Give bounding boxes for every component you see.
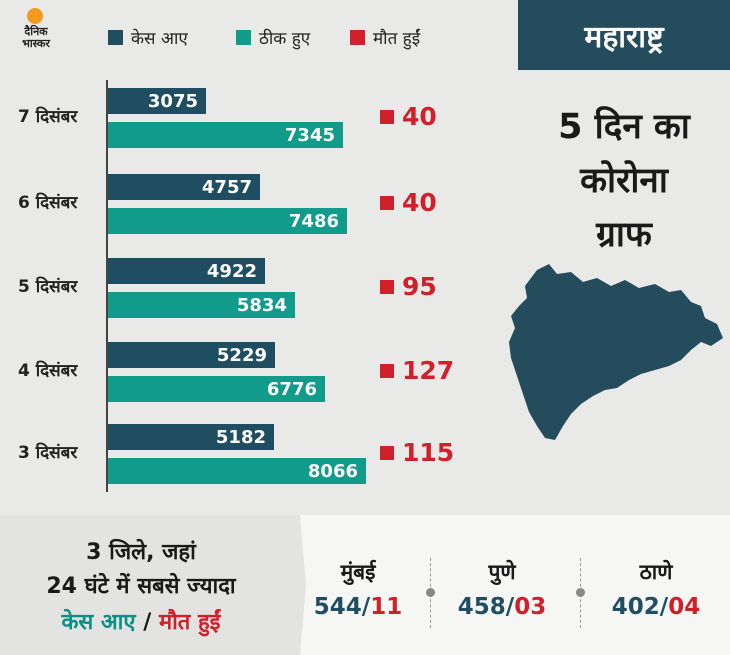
bottom-heading-sep: / [135, 610, 159, 635]
legend-recovered-label: ठीक हुए [259, 29, 311, 49]
city-name: ठाणे [639, 560, 673, 584]
city-cases: 402 [611, 594, 660, 620]
city-cases: 458 [457, 594, 506, 620]
bottom-heading-line-3: केस आए / मौत हुईं [0, 606, 282, 636]
city-deaths: 11 [370, 594, 403, 620]
legend-cases-label: केस आए [131, 29, 188, 49]
legend-cases: केस आए [108, 26, 188, 49]
legend-recovered-swatch [236, 30, 251, 45]
city-mumbai: मुंबई 544/11 [288, 558, 428, 620]
panel-title-line-2: कोरोना [580, 161, 668, 201]
maharashtra-map-icon [509, 264, 723, 440]
city-pune: पुणे 458/03 [432, 558, 572, 620]
legend-deaths-swatch [350, 30, 365, 45]
city-name: पुणे [488, 560, 516, 584]
logo-sun-icon [27, 8, 43, 24]
deaths-square-icon [380, 363, 394, 378]
date-label: 6 दिसंबर [18, 193, 78, 213]
city-value: 458/03 [457, 594, 547, 620]
date-label: 7 दिसंबर [18, 107, 78, 127]
city-deaths: 04 [668, 594, 701, 620]
bottom-heading-line-1: 3 जिले, जहां [86, 540, 196, 565]
cases-bar: 4922 [108, 258, 265, 284]
date-label: 3 दिसंबर [18, 443, 78, 463]
separator-dot-icon [576, 588, 585, 597]
legend-deaths: मौत हुईं [350, 26, 420, 49]
recovered-bar: 7486 [108, 208, 347, 234]
city-deaths: 03 [514, 594, 547, 620]
y-axis-line [106, 80, 108, 492]
cases-bar: 5229 [108, 342, 275, 368]
recovered-bar: 5834 [108, 292, 295, 318]
date-label: 4 दिसंबर [18, 361, 78, 381]
panel-title-line-1: 5 दिन का [558, 107, 690, 147]
recovered-bar: 7345 [108, 122, 343, 148]
deaths-square-icon [380, 195, 394, 210]
legend-deaths-label: मौत हुईं [373, 29, 421, 49]
city-name: मुंबई [340, 560, 376, 584]
panel-title-line-3: ग्राफ [596, 215, 652, 255]
recovered-bar: 6776 [108, 376, 325, 402]
city-value: 544/11 [313, 594, 403, 620]
deaths-marker: 95 [380, 272, 437, 301]
deaths-square-icon [380, 109, 394, 124]
deaths-marker: 40 [380, 188, 437, 217]
deaths-square-icon [380, 279, 394, 294]
deaths-square-icon [380, 445, 394, 460]
cases-bar: 3075 [108, 88, 206, 114]
state-header: महाराष्ट्र [518, 0, 730, 70]
deaths-marker: 115 [380, 438, 454, 467]
bottom-left-panel [0, 515, 300, 655]
deaths-value: 95 [402, 272, 437, 301]
bottom-heading-cases: केस आए [61, 610, 136, 635]
deaths-value: 40 [402, 102, 437, 131]
bottom-heading-line-2: 24 घंटे में सबसे ज्यादा [46, 574, 236, 599]
legend-cases-swatch [108, 30, 123, 45]
separator-dot-icon [426, 588, 435, 597]
recovered-bar: 8066 [108, 458, 366, 484]
bottom-heading-deaths: मौत हुईं [158, 610, 221, 635]
brand-logo: दैनिक भास्कर [10, 8, 62, 62]
bottom-panel-arrow [282, 515, 306, 655]
city-value: 402/04 [611, 594, 701, 620]
panel-title: 5 दिन का कोरोना ग्राफ [518, 100, 730, 262]
date-label: 5 दिसंबर [18, 277, 78, 297]
cases-bar: 4757 [108, 174, 260, 200]
deaths-marker: 40 [380, 102, 437, 131]
deaths-value: 40 [402, 188, 437, 217]
city-thane: ठाणे 402/04 [586, 558, 726, 620]
logo-text: दैनिक भास्कर [22, 25, 50, 50]
deaths-value: 115 [402, 438, 455, 467]
deaths-value: 127 [402, 356, 455, 385]
cases-bar: 5182 [108, 424, 274, 450]
deaths-marker: 127 [380, 356, 454, 385]
legend-recovered: ठीक हुए [236, 26, 310, 49]
city-cases: 544 [313, 594, 362, 620]
